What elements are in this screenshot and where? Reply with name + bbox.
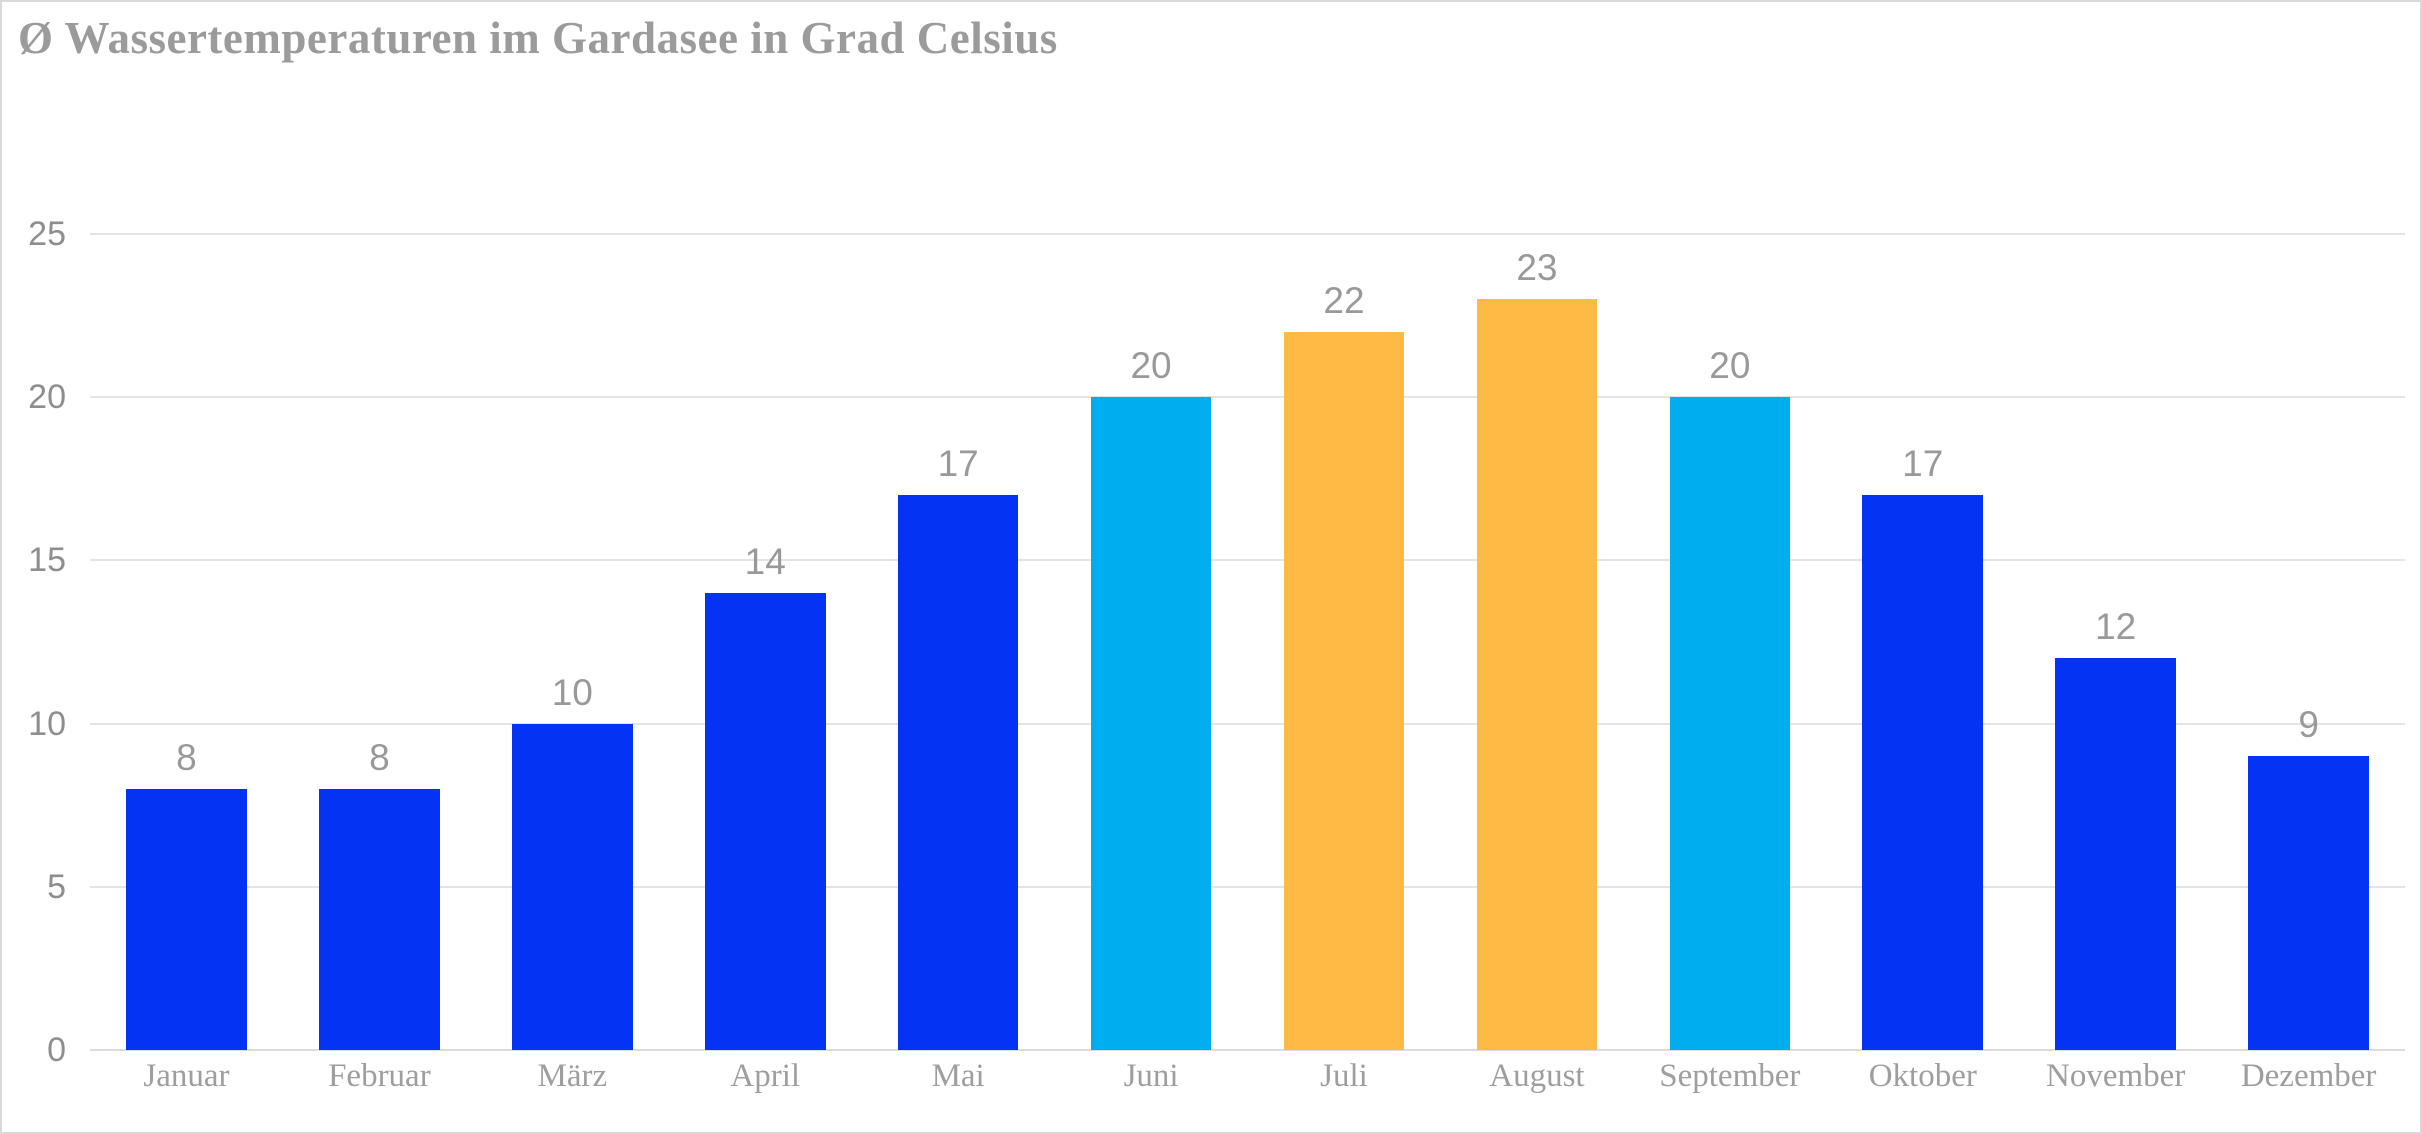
bar-value-label: 17 xyxy=(937,443,979,485)
bar-august xyxy=(1476,299,1598,1050)
bar-februar xyxy=(319,788,440,1050)
bar-value-label: 17 xyxy=(1902,443,1944,485)
bar-value-label: 9 xyxy=(2298,704,2319,746)
y-tick-label-10: 10 xyxy=(28,704,66,743)
x-tick-label-oktober: Oktober xyxy=(1868,1058,1977,1094)
x-tick-label-april: April xyxy=(730,1058,801,1094)
bar-slot-dezember: 9 xyxy=(2212,234,2405,1050)
bar-november xyxy=(2055,658,2176,1050)
plot-area: 8 8 10 14 17 20 22 23 20 17 12 9 xyxy=(90,233,2405,1051)
x-tick-label-februar: Februar xyxy=(328,1058,431,1094)
x-tick-label-januar: Januar xyxy=(143,1058,230,1094)
gridline-0 xyxy=(90,1049,2405,1051)
gridline-25 xyxy=(90,233,2405,235)
bar-slot-märz: 10 xyxy=(476,234,669,1050)
bar-slot-november: 12 xyxy=(2019,234,2212,1050)
bar-januar xyxy=(126,788,247,1050)
y-axis-labels: 0 5 10 15 20 25 xyxy=(2,217,66,1067)
bar-slot-august: 23 xyxy=(1440,234,1633,1050)
y-tick-label-15: 15 xyxy=(28,541,66,580)
bar-september xyxy=(1669,397,1791,1050)
bar-value-label: 20 xyxy=(1130,345,1172,387)
bar-mai xyxy=(897,495,1019,1050)
bar-slot-september: 20 xyxy=(1633,234,1826,1050)
bar-value-label: 22 xyxy=(1323,279,1365,321)
bar-value-label: 10 xyxy=(551,671,593,713)
bar-value-label: 8 xyxy=(176,736,197,778)
bar-series: 8 8 10 14 17 20 22 23 20 17 12 9 xyxy=(90,234,2405,1050)
y-tick-label-25: 25 xyxy=(28,215,66,253)
gridline-5 xyxy=(90,885,2405,888)
y-tick-label-0: 0 xyxy=(47,1031,66,1069)
bar-slot-mai: 17 xyxy=(862,234,1055,1050)
bar-value-label: 8 xyxy=(369,736,390,778)
gridline-20 xyxy=(90,396,2405,399)
bar-april xyxy=(704,593,826,1050)
x-tick-label-mai: Mai xyxy=(931,1058,985,1094)
bar-juni xyxy=(1090,397,1212,1050)
gridline-10 xyxy=(90,722,2405,725)
chart-title: Ø Wassertemperaturen im Gardasee in Grad… xyxy=(18,13,1058,63)
gridline-15 xyxy=(90,559,2405,562)
x-tick-label-märz: März xyxy=(537,1058,608,1094)
bar-value-label: 20 xyxy=(1709,345,1751,387)
bar-slot-april: 14 xyxy=(669,234,862,1050)
bar-slot-januar: 8 xyxy=(90,234,283,1050)
x-tick-label-november: November xyxy=(2046,1058,2186,1094)
bar-slot-februar: 8 xyxy=(283,234,476,1050)
y-tick-label-20: 20 xyxy=(28,378,66,417)
y-tick-label-5: 5 xyxy=(47,867,66,906)
x-axis-labels: Januar Februar März April Mai Juni Juli August S… xyxy=(90,1058,2405,1095)
bar-value-label: 12 xyxy=(2095,606,2137,648)
bar-value-label: 14 xyxy=(744,541,786,583)
x-tick-label-juli: Juli xyxy=(1320,1058,1368,1094)
bar-oktober xyxy=(1862,495,1984,1050)
x-tick-label-dezember: Dezember xyxy=(2240,1058,2377,1094)
bar-dezember xyxy=(2248,756,2369,1050)
bar-slot-juli: 22 xyxy=(1248,234,1441,1050)
bar-märz xyxy=(512,723,633,1050)
bar-slot-oktober: 17 xyxy=(1826,234,2019,1050)
x-tick-label-juni: Juni xyxy=(1123,1058,1179,1094)
x-tick-label-august: August xyxy=(1489,1058,1585,1094)
x-tick-label-september: September xyxy=(1659,1058,1801,1094)
bar-slot-juni: 20 xyxy=(1055,234,1248,1050)
bar-juli xyxy=(1283,331,1405,1050)
bar-value-label: 23 xyxy=(1516,247,1558,289)
